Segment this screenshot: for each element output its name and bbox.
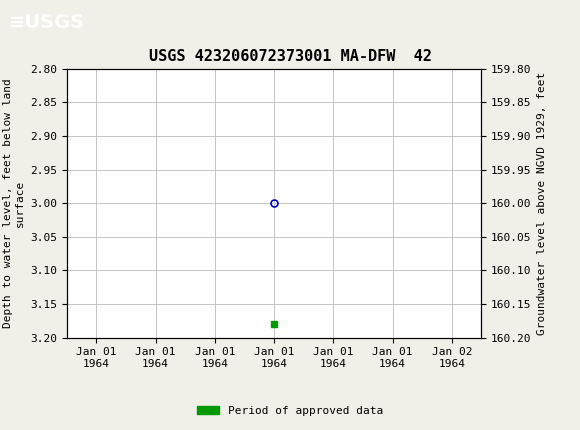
Legend: Period of approved data: Period of approved data [193, 401, 387, 420]
Text: ≡USGS: ≡USGS [9, 13, 85, 32]
Text: USGS 423206072373001 MA-DFW  42: USGS 423206072373001 MA-DFW 42 [148, 49, 432, 64]
Y-axis label: Groundwater level above NGVD 1929, feet: Groundwater level above NGVD 1929, feet [537, 71, 547, 335]
Y-axis label: Depth to water level, feet below land
surface: Depth to water level, feet below land su… [3, 78, 24, 328]
